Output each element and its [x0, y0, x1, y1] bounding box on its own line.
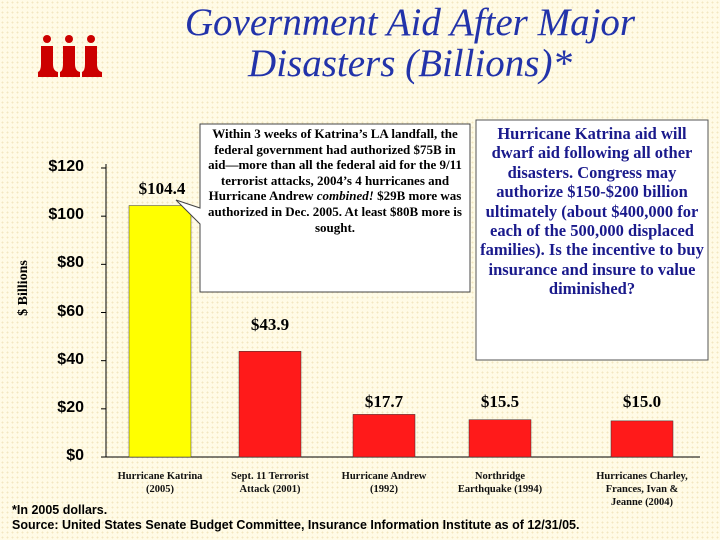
category-label-line: Attack (2001): [239, 484, 301, 495]
callout-text: Within 3 weeks of Katrina’s LA landfall,…: [204, 126, 466, 235]
y-tick-label: $100: [48, 206, 84, 224]
callout-part-3: $29B more was authorized in Dec. 2005. A…: [208, 188, 462, 235]
y-tick-label: $120: [48, 158, 84, 175]
category-label: Sept. 11 Terrorist Attack (2001): [209, 470, 331, 496]
bar-1: [128, 205, 192, 458]
y-tick-label: $60: [57, 302, 84, 320]
data-label: $17.7: [364, 392, 404, 411]
data-label: $15.5: [480, 392, 520, 411]
data-label: $104.4: [138, 179, 186, 198]
y-tick-label: $40: [57, 350, 84, 368]
katrina-note: Hurricane Katrina aid will dwarf aid fol…: [480, 124, 704, 299]
bar-4: [468, 419, 532, 458]
title-line-1: Government Aid After Major: [184, 1, 636, 44]
data-label: $43.9: [250, 315, 290, 335]
bar-5: [610, 420, 674, 458]
category-label: Hurricanes Charley, Frances, Ivan & Jeanne…: [581, 470, 703, 509]
y-axis-label: $ Billions: [16, 260, 31, 316]
bar-2: [238, 351, 302, 458]
y-tick-label: $0: [66, 447, 84, 464]
category-label-line: Sept. 11 Terrorist: [231, 471, 309, 482]
chart-title: Government Aid After Major Disasters (Bi…: [110, 2, 710, 84]
callout-emphasis: combined!: [316, 188, 374, 204]
category-label: Hurricane Katrina (2005): [99, 470, 221, 496]
category-label-line: Frances, Ivan &: [605, 484, 679, 495]
callout-part-1: Within 3 weeks of Katrina’s LA landfall,…: [208, 126, 462, 204]
y-tick-label: $80: [57, 254, 84, 272]
iii-logo: [38, 35, 102, 77]
bar-3: [352, 414, 416, 458]
source-note: Source: United States Senate Budget Comm…: [12, 518, 580, 532]
category-label: Hurricane Andrew (1992): [323, 470, 445, 496]
title-line-2: Disasters (Billions)*: [248, 42, 572, 85]
category-label-line: (1992): [370, 484, 398, 495]
y-tick-label: $20: [57, 398, 84, 416]
category-label-line: (2005): [146, 484, 174, 495]
data-label: $15.0: [622, 392, 662, 411]
footnote: *In 2005 dollars.: [12, 503, 108, 517]
category-label-line: Hurricane Katrina: [117, 471, 203, 482]
category-label-line: Jeanne (2004): [610, 497, 674, 508]
category-label-line: Earthquake (1994): [457, 484, 543, 495]
category-label-line: Hurricanes Charley,: [596, 471, 688, 482]
category-label-line: Northridge: [474, 471, 526, 482]
category-label: Northridge Earthquake (1994): [439, 470, 561, 496]
callout-bubble: [175, 123, 471, 293]
note-box: [475, 119, 709, 361]
category-label-line: Hurricane Andrew: [341, 471, 427, 482]
